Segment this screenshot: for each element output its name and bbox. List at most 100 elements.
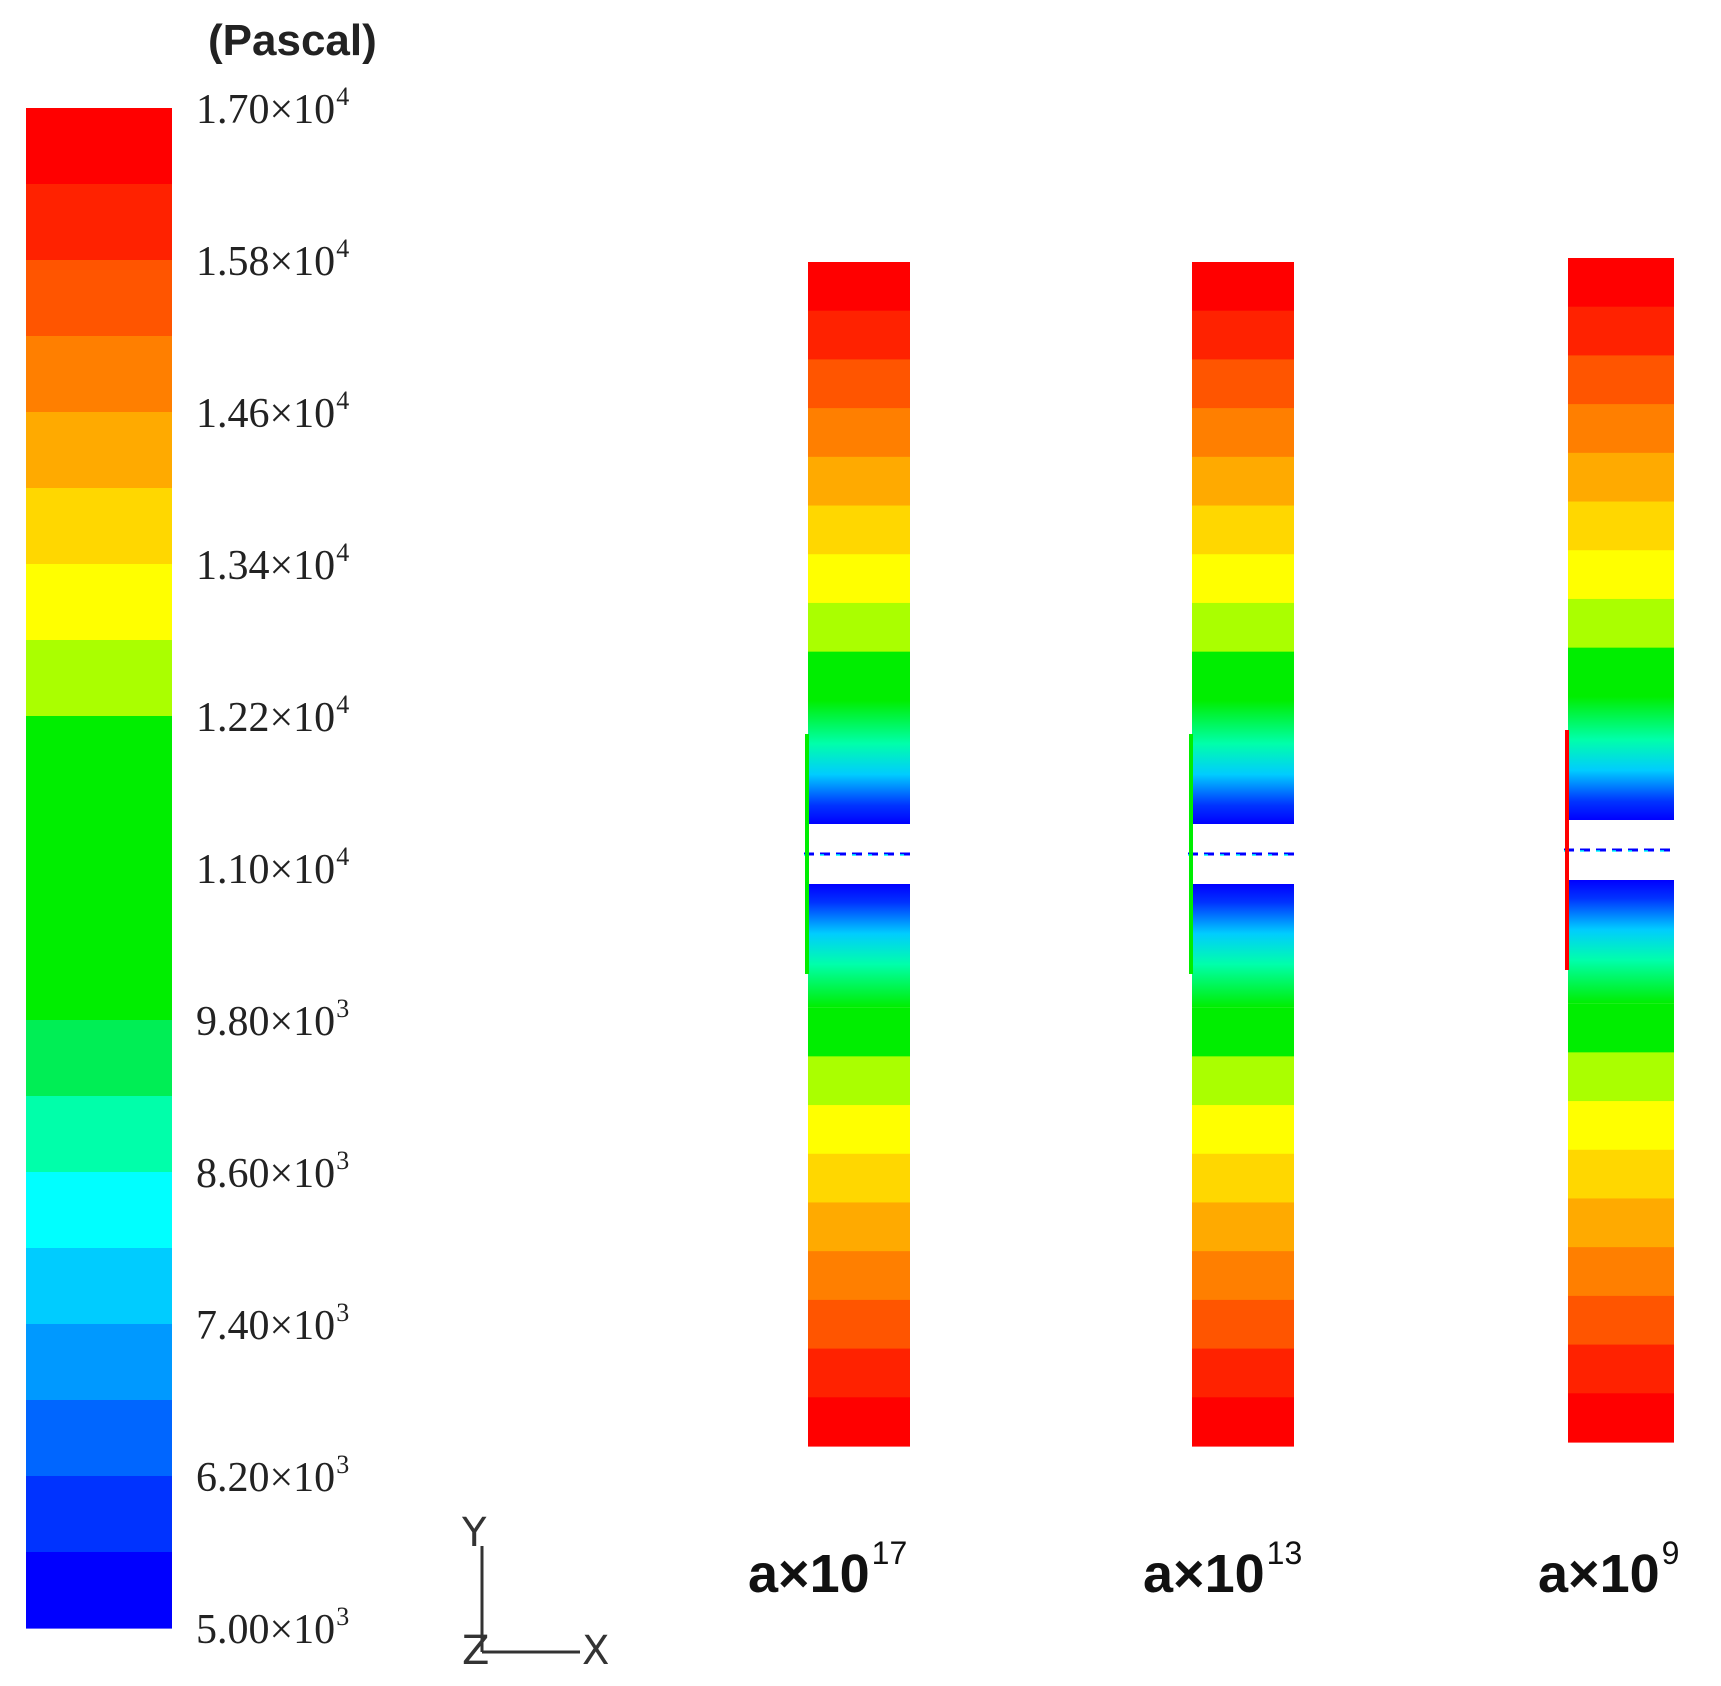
contour-band — [1192, 1007, 1294, 1057]
contour-band — [1192, 408, 1294, 458]
contour-band — [1192, 1397, 1294, 1447]
contour-band — [1568, 452, 1674, 503]
contour-column — [1188, 262, 1294, 1447]
colorbar-segment — [26, 944, 172, 1021]
contour-band — [808, 1397, 910, 1447]
contour-column — [804, 262, 910, 1447]
colorbar-tick-label: 8.60×103 — [196, 1146, 350, 1197]
contour-gradient-band — [1192, 884, 1294, 1008]
contour-band — [808, 1299, 910, 1350]
colorbar-segment — [26, 260, 172, 337]
colorbar-segment — [26, 640, 172, 717]
colorbar-segment — [26, 1476, 172, 1553]
colorbar-segment — [26, 1324, 172, 1401]
contour-band — [1192, 554, 1294, 604]
contour-band — [1192, 310, 1294, 361]
contour-gradient-band — [1568, 696, 1674, 820]
axis-triad — [480, 1546, 580, 1654]
contour-band — [1192, 262, 1294, 312]
contour-band — [1192, 1299, 1294, 1350]
contour-band — [808, 408, 910, 458]
contour-band — [1568, 1295, 1674, 1346]
colorbar-segment — [26, 792, 172, 869]
contour-band — [1568, 1247, 1674, 1297]
contour-band — [808, 456, 910, 507]
contour-gradient-band — [1568, 880, 1674, 1004]
contour-band — [1192, 1056, 1294, 1106]
contour-band — [1192, 505, 1294, 555]
colorbar-segment — [26, 1552, 172, 1629]
contour-band — [808, 1007, 910, 1057]
contour-band — [1568, 306, 1674, 357]
colorbar-tick-label: 9.80×103 — [196, 994, 350, 1045]
colorbar-segment — [26, 868, 172, 945]
colorbar-tick-label: 1.46×104 — [196, 386, 350, 437]
column-rim — [1565, 730, 1569, 970]
contour-band — [1192, 1153, 1294, 1204]
contour-band — [1568, 501, 1674, 551]
contour-band — [1568, 1003, 1674, 1053]
contour-band — [808, 1153, 910, 1204]
contour-gradient-band — [1192, 700, 1294, 824]
contour-band — [1192, 359, 1294, 409]
contour-column — [1564, 258, 1674, 1443]
z-axis-label: Z — [462, 1628, 490, 1674]
contour-band — [1568, 1393, 1674, 1443]
column-rim — [1189, 734, 1193, 974]
colorbar-segment — [26, 184, 172, 261]
contour-band — [808, 310, 910, 361]
column-rim — [805, 734, 809, 974]
colorbar-segment — [26, 1248, 172, 1325]
colorbar-tick-label: 1.70×104 — [196, 82, 350, 133]
colorbar-segment — [26, 1020, 172, 1097]
contour-band — [808, 359, 910, 409]
contour-band — [1568, 1101, 1674, 1151]
case-label: a×109 — [1538, 1535, 1680, 1604]
contour-band — [1192, 602, 1294, 653]
contour-band — [1192, 1105, 1294, 1155]
contour-band — [1192, 1251, 1294, 1301]
case-label: a×1013 — [1143, 1535, 1303, 1604]
x-axis-label: X — [582, 1628, 610, 1674]
contour-band — [1568, 355, 1674, 405]
contour-band — [808, 505, 910, 555]
colorbar-segment — [26, 108, 172, 185]
colorbar-unit-label: (Pascal) — [208, 16, 377, 65]
contour-band — [1568, 258, 1674, 308]
contour-band — [808, 554, 910, 604]
colorbar-tick-label: 1.58×104 — [196, 234, 350, 285]
contour-columns — [804, 258, 1674, 1447]
contour-band — [808, 262, 910, 312]
contour-band — [808, 1056, 910, 1106]
colorbar-segment — [26, 336, 172, 413]
contour-band — [808, 1348, 910, 1398]
contour-band — [808, 1251, 910, 1301]
contour-band — [1568, 1149, 1674, 1200]
colorbar-segment — [26, 412, 172, 489]
y-axis-label: Y — [462, 1510, 487, 1556]
contour-band — [808, 1105, 910, 1155]
contour-band — [1192, 1348, 1294, 1398]
contour-band — [1568, 1198, 1674, 1248]
colorbar-tick-label: 1.10×104 — [196, 842, 350, 893]
colorbar-segment — [26, 1096, 172, 1173]
contour-band — [1192, 1202, 1294, 1252]
colorbar-tick-label: 1.22×104 — [196, 690, 350, 741]
case-label: a×1017 — [748, 1535, 908, 1604]
contour-band — [1568, 647, 1674, 697]
contour-band — [1568, 1052, 1674, 1102]
colorbar — [26, 108, 172, 1629]
colorbar-tick-label: 7.40×103 — [196, 1298, 350, 1349]
colorbar-tick-label: 5.00×103 — [196, 1602, 350, 1653]
colorbar-segment — [26, 1400, 172, 1477]
colorbar-segment — [26, 716, 172, 793]
contour-band — [808, 602, 910, 653]
colorbar-tick-label: 1.34×104 — [196, 538, 350, 589]
contour-gradient-band — [808, 700, 910, 824]
colorbar-segment — [26, 488, 172, 565]
contour-band — [808, 1202, 910, 1252]
contour-band — [1192, 651, 1294, 701]
contour-band — [1568, 598, 1674, 649]
